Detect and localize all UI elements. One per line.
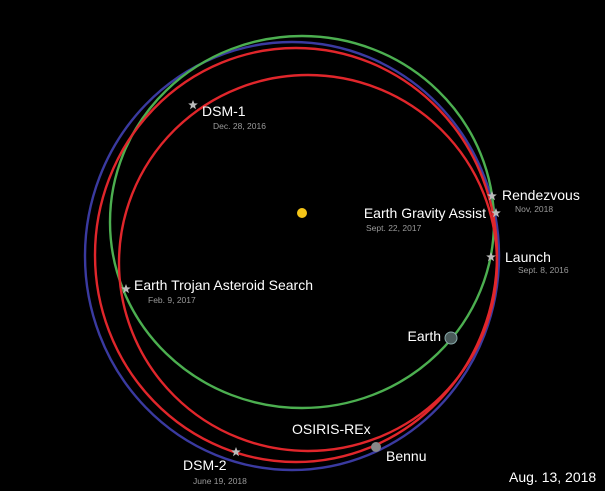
event-label: DSM-1 xyxy=(202,103,246,119)
event-label: Rendezvous xyxy=(502,187,580,203)
transfer-orbit-inner xyxy=(117,73,499,453)
event-date: June 19, 2018 xyxy=(193,476,247,486)
event-date: Sept. 22, 2017 xyxy=(366,223,422,233)
earth-label: Earth xyxy=(408,328,441,344)
event-label: Launch xyxy=(505,249,551,265)
event-label: DSM-2 xyxy=(183,457,227,473)
current-date: Aug. 13, 2018 xyxy=(509,469,596,485)
earth-planet xyxy=(444,331,458,345)
asteroid-label: Bennu xyxy=(386,448,426,464)
event-label: Earth Gravity Assist xyxy=(364,205,486,221)
spacecraft-label: OSIRIS-REx xyxy=(292,421,371,437)
sun xyxy=(297,208,307,218)
event-date: Feb. 9, 2017 xyxy=(148,295,196,305)
event-label: Earth Trojan Asteroid Search xyxy=(134,277,313,293)
event-date: Nov, 2018 xyxy=(515,204,553,214)
bennu-orbit xyxy=(83,40,501,472)
bennu-body xyxy=(371,442,381,452)
event-date: Dec. 28, 2016 xyxy=(213,121,266,131)
event-date: Sept. 8, 2016 xyxy=(518,265,569,275)
